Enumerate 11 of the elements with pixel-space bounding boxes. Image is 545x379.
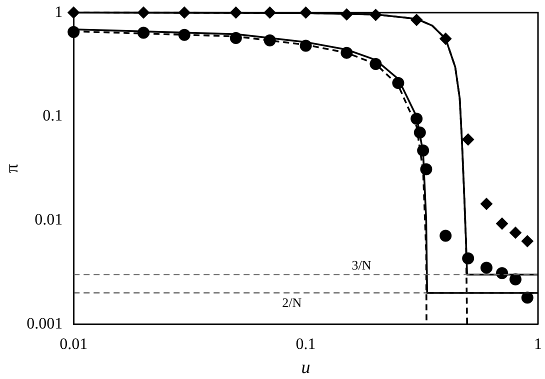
y-axis-title: π (2, 164, 22, 173)
x-axis-title: u (301, 356, 310, 377)
y-tick-label: 0.001 (26, 315, 63, 332)
y-tick-label: 0.01 (34, 212, 63, 229)
ref-line-label: 2/N (282, 294, 302, 310)
y-tick-label: 1 (54, 4, 63, 21)
y-tick-label: 0.1 (42, 108, 63, 125)
ref-line-label: 3/N (352, 258, 372, 273)
x-tick-label: 1 (534, 336, 542, 354)
x-tick-label: 0.1 (296, 336, 316, 354)
x-tick-label: 0.01 (60, 336, 88, 354)
